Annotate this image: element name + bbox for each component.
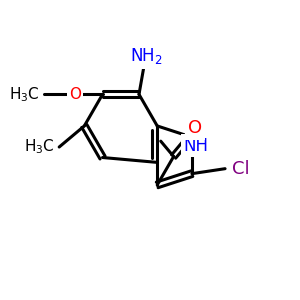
Text: O: O	[188, 119, 202, 137]
Text: Cl: Cl	[232, 160, 250, 178]
Text: NH: NH	[184, 137, 209, 155]
Text: H$_3$C: H$_3$C	[9, 85, 40, 104]
Text: NH$_2$: NH$_2$	[130, 46, 162, 66]
Text: H$_3$C: H$_3$C	[24, 138, 55, 156]
Text: O: O	[69, 87, 81, 102]
